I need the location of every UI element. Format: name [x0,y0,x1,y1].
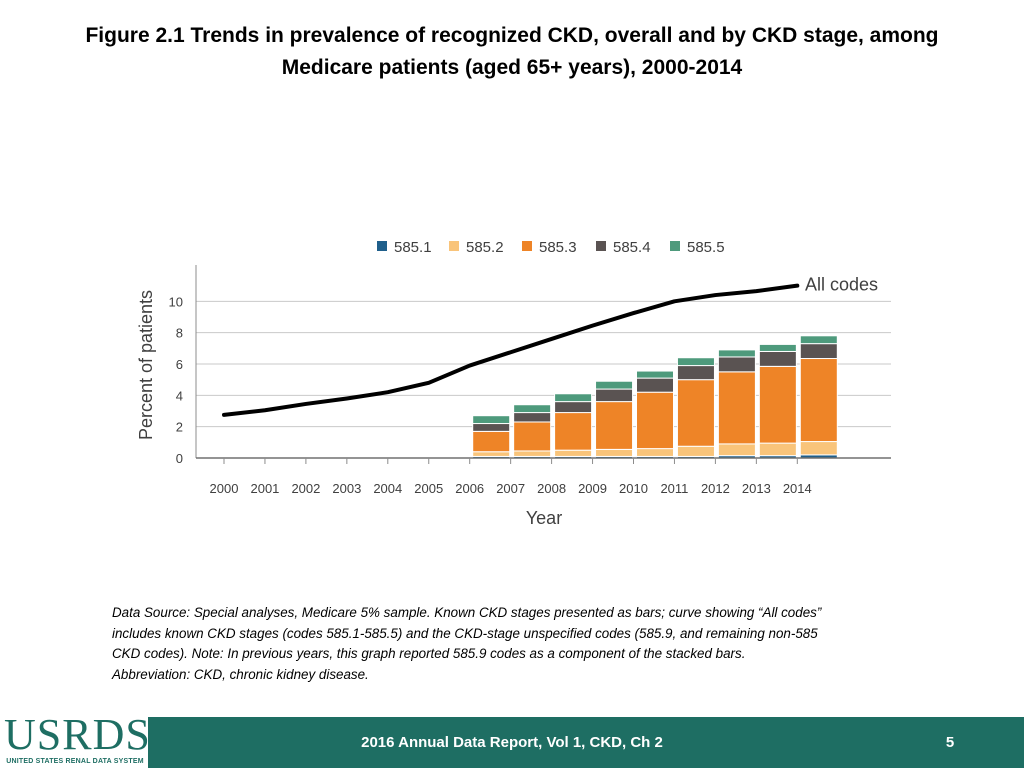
x-tick-label-2001: 2001 [250,481,279,496]
bar-2008-585.2 [554,449,593,457]
y-tick-label-0: 0 [176,451,183,466]
legend-swatch-585.2 [449,241,459,251]
logo-subtitle: UNITED STATES RENAL DATA SYSTEM [6,758,144,765]
x-tick-label-2014: 2014 [783,481,812,496]
x-tick-label-2008: 2008 [537,481,566,496]
axes: 0 2 4 6 8 10 2000 2001 2002 2003 2004 2005 2006 2007 2… [169,265,891,496]
x-tick-label-2010: 2010 [619,481,648,496]
bar-2014-585.5 [799,335,838,345]
bar-2011-585.3 [676,379,715,447]
y-tick-label-10: 10 [169,294,183,309]
figure-title: Figure 2.1 Trends in prevalence of recog… [30,20,994,84]
bar-2009-585.5 [595,380,634,390]
all-codes-line-layer: All codes [222,275,878,417]
bar-2010-585.4 [636,377,674,393]
bar-2010-585.2 [636,448,674,457]
legend: 585.1 585.2 585.3 585.4 585.5 [377,239,725,256]
note-line-3: CKD codes). Note: In previous years, thi… [112,646,746,661]
x-tick-label-2003: 2003 [332,481,361,496]
bar-2013-585.2 [758,442,797,457]
bar-2013-585.3 [758,365,797,444]
legend-label-585.4: 585.4 [613,239,651,256]
bar-2012-585.4 [717,356,756,373]
bar-2012-585.3 [717,371,756,445]
y-tick-label-6: 6 [176,357,183,372]
bar-2011-585.2 [676,445,715,457]
bar-2012-585.2 [717,443,756,457]
bar-2011-585.4 [676,365,715,381]
legend-label-585.1: 585.1 [394,239,432,256]
legend-swatch-585.4 [596,241,606,251]
legend-label-585.3: 585.3 [539,239,577,256]
x-tick-label-2000: 2000 [210,481,239,496]
bar-2007-585.4 [513,412,552,423]
x-tick-label-2012: 2012 [701,481,730,496]
bar-2008-585.4 [554,401,593,414]
bar-2006-585.2 [472,451,511,457]
legend-swatch-585.5 [670,241,680,251]
bar-2013-585.4 [758,350,797,367]
bar-2010-585.5 [636,370,674,379]
legend-swatch-585.1 [377,241,387,251]
figure-title-line-2: Medicare patients (aged 65+ years), 2000… [281,56,743,79]
note-line-1: Data Source: Special analyses, Medicare … [112,605,822,620]
all-codes-line-label: All codes [805,275,878,295]
y-axis-label: Percent of patients [136,290,156,440]
x-tick-label-2011: 2011 [660,481,688,496]
note-line-4: Abbreviation: CKD, chronic kidney diseas… [112,666,369,682]
bar-2008-585.3 [554,412,593,451]
x-tick-label-2006: 2006 [455,481,484,496]
legend-swatch-585.3 [522,241,532,251]
legend-label-585.5: 585.5 [687,239,725,256]
footer-report-title: 2016 Annual Data Report, Vol 1, CKD, Ch … [361,734,663,751]
note-line-2: includes known CKD stages (codes 585.1-5… [112,625,818,641]
ckd-prevalence-chart: 0 2 4 6 8 10 2000 2001 2002 2003 2004 2005 2006 2007 2… [136,239,891,528]
x-axis-label: Year [526,508,562,528]
figure-title-line-1: Figure 2.1 Trends in prevalence of recog… [85,24,939,47]
bar-2009-585.2 [595,448,634,457]
x-tick-label-2009: 2009 [578,481,607,496]
x-tick-label-2013: 2013 [742,481,771,496]
logo-wordmark: USRDS [4,710,151,759]
bar-2013-585.5 [758,343,797,352]
bar-2006-585.4 [472,423,511,432]
bar-2014-585.2 [799,441,838,456]
bar-2014-585.3 [799,358,838,443]
x-tick-label-2007: 2007 [496,481,525,496]
bar-2006-585.3 [472,430,511,453]
bar-2007-585.3 [513,421,552,452]
bar-2007-585.2 [513,450,552,457]
legend-label-585.2: 585.2 [466,239,504,256]
bar-2009-585.4 [595,388,634,403]
bar-2009-585.3 [595,401,634,450]
x-tick-label-2005: 2005 [414,481,443,496]
y-tick-label-2: 2 [176,420,183,435]
stacked-bars [472,335,838,459]
bar-2012-585.5 [717,349,756,358]
bar-2006-585.5 [472,415,511,425]
x-tick-label-2004: 2004 [373,481,402,496]
bar-2007-585.5 [513,404,552,414]
y-tick-label-8: 8 [176,326,183,341]
bar-2014-585.4 [799,343,838,360]
x-tick-label-2002: 2002 [291,481,320,496]
bar-2010-585.3 [636,391,674,450]
bar-2008-585.5 [554,393,593,403]
usrds-logo: USRDS UNITED STATES RENAL DATA SYSTEM [0,710,151,768]
y-tick-label-4: 4 [176,388,183,403]
data-source-note: Data Source: Special analyses, Medicare … [112,603,922,685]
bar-2011-585.5 [676,357,715,367]
footer-bar [0,717,1024,768]
page-number: 5 [945,734,955,751]
